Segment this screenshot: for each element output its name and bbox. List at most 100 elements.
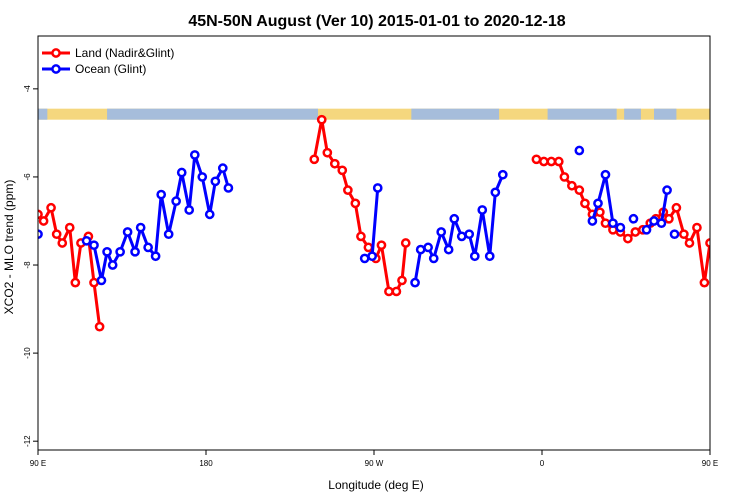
data-point (322, 147, 333, 158)
data-point (150, 251, 161, 262)
series-ocean (38, 145, 680, 288)
chart-title: 45N-50N August (Ver 10) 2015-01-01 to 20… (188, 13, 565, 30)
data-point (316, 114, 327, 125)
data-point (656, 218, 667, 229)
legend-swatch-marker (51, 48, 61, 58)
data-point (57, 238, 68, 248)
legend-label: Land (Nadir&Glint) (75, 46, 174, 60)
data-point (400, 238, 411, 248)
y-tick-label: -6 (23, 173, 32, 181)
data-point (176, 167, 187, 178)
data-point (623, 233, 633, 244)
data-point (705, 238, 710, 248)
data-point (679, 229, 689, 240)
data-point (567, 180, 577, 191)
legend-item: Land (Nadir&Glint) (42, 46, 174, 60)
data-point (210, 176, 221, 187)
data-point (477, 205, 488, 215)
x-tick-label: 180 (199, 459, 213, 468)
data-point (197, 172, 208, 182)
data-point (143, 242, 153, 253)
data-point (531, 154, 542, 165)
x-axis-label: Longitude (deg E) (328, 478, 423, 492)
data-point (372, 183, 383, 193)
data-point (337, 165, 348, 176)
data-point (51, 229, 62, 240)
data-point (115, 246, 125, 257)
y-tick-label: -12 (23, 435, 32, 447)
x-tick-label: 90 E (702, 459, 718, 468)
data-point (497, 169, 508, 180)
legend-item: Ocean (Glint) (42, 62, 146, 76)
data-point (350, 198, 361, 209)
data-point (156, 189, 167, 200)
data-point (692, 222, 702, 233)
strip-ocean-band (38, 108, 48, 120)
x-tick-label: 90 W (365, 459, 384, 468)
data-point (456, 231, 467, 242)
data-point (309, 154, 320, 165)
x-tick-label: 0 (540, 459, 545, 468)
data-point (163, 229, 174, 240)
data-point (684, 238, 695, 248)
data-point (70, 277, 81, 288)
data-point (189, 150, 200, 160)
data-point (608, 218, 618, 229)
data-point (343, 185, 353, 195)
legend-swatch-marker (51, 64, 61, 74)
data-point (443, 244, 454, 255)
data-point (363, 242, 374, 253)
data-point (96, 275, 107, 286)
data-point (94, 321, 105, 332)
data-point (64, 222, 75, 233)
series-line (413, 174, 505, 283)
data-point (559, 172, 570, 182)
data-point (223, 183, 234, 193)
data-point (135, 222, 146, 233)
y-axis-label: XCO2 - MLO trend (ppm) (2, 180, 16, 315)
land-sea-strip (38, 108, 710, 120)
data-point (89, 277, 99, 288)
data-point (630, 227, 641, 237)
data-point (423, 242, 433, 253)
strip-ocean-band (624, 108, 641, 120)
data-point (628, 213, 639, 224)
y-tick-label: -10 (23, 347, 32, 359)
strip-land-band (38, 108, 710, 120)
series-line (535, 157, 710, 285)
data-point (397, 275, 407, 286)
data-point (329, 158, 340, 169)
data-point (107, 260, 118, 270)
data-point (356, 231, 366, 242)
data-point (81, 235, 92, 246)
data-point (699, 277, 710, 288)
x-axis: 90 E 180 90 W 0 90 E (30, 450, 718, 468)
series-line (85, 153, 230, 282)
strip-ocean-band (547, 108, 617, 120)
data-point (539, 156, 549, 167)
data-point (490, 187, 501, 198)
data-point (217, 163, 228, 173)
strip-ocean-band (411, 108, 500, 120)
data-point (574, 185, 585, 195)
data-point (428, 253, 439, 264)
data-point (89, 240, 99, 251)
y-axis: -4 -6 -8 -10 -12 (23, 85, 38, 447)
data-point (122, 227, 133, 237)
x-tick-label: 90 E (30, 459, 46, 468)
data-point (587, 216, 598, 226)
strip-ocean-band (107, 108, 318, 120)
data-point (671, 202, 682, 213)
data-point (600, 218, 611, 229)
data-point (600, 169, 611, 180)
y-tick-label: -4 (23, 85, 32, 93)
data-point (580, 198, 590, 209)
data-point (593, 198, 603, 209)
data-point (649, 216, 659, 226)
data-point (384, 286, 394, 297)
data-point (574, 145, 585, 156)
legend: Land (Nadir&Glint) Ocean (Glint) (42, 46, 174, 76)
data-point (464, 229, 475, 240)
data-point (469, 251, 480, 262)
data-point (662, 185, 672, 195)
